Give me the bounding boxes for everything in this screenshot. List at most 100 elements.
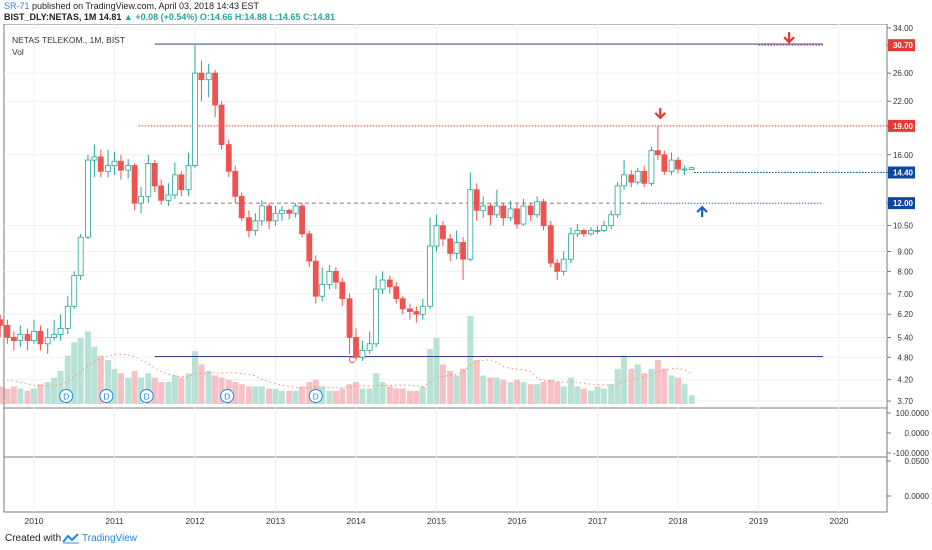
candle-body [634,170,641,183]
volume-bar [560,386,567,404]
down-arrow-icon [783,32,795,44]
volume-bar [547,379,554,404]
candle-body [413,311,420,315]
volume-bar [117,373,124,404]
x-tick-label: 2013 [266,516,285,526]
candle-body [568,233,574,260]
volume-bar [399,388,406,404]
candle-body [641,170,648,184]
candle-body [520,205,527,225]
volume-bar [527,384,534,404]
volume-bar [487,377,494,404]
volume-bar [306,382,313,404]
price-chart[interactable]: 2010 2011 2012 2013 2014 2015 2016 2017 2018 2019… [0,24,932,528]
volume-bar [24,390,31,404]
tradingview-brand-link[interactable]: TradingView [82,533,138,544]
volume-bar [594,386,601,404]
indicator-tick-label: 0.0500 [905,457,930,466]
up-arrow-icon [696,205,708,218]
candle-body [366,343,373,351]
candle-body [447,238,454,254]
volume-bar [91,346,98,404]
chart-axes: 2010 2011 2012 2013 2014 2015 2016 2017 2018 2019… [25,24,930,526]
candle-body [393,286,400,300]
volume-bar [286,390,293,404]
candle-body [252,220,259,231]
volume-bar [628,368,635,404]
created-with-text: Created with [5,533,62,544]
candle-body [165,194,172,201]
candle-body [339,281,346,300]
volume-bar [44,382,51,404]
candle-body [460,242,466,260]
candle-body [225,144,232,172]
candle-body [359,349,366,358]
volume-bar [71,342,78,404]
volume-bar [77,338,84,404]
candle-body [218,104,225,145]
chart-legend-title: NETAS TELEKOM., 1M, BIST [12,35,125,45]
volume-bar [467,316,474,404]
candle-body [399,298,406,310]
volume-bar [346,384,353,404]
dividend-marker [220,389,235,403]
candle-body [668,159,675,172]
candle-body [85,159,91,238]
dividend-marker [99,389,114,403]
volume-bar [373,373,380,404]
candle-body [500,205,507,219]
published-text: published on TradingView.com, April 03, … [32,1,260,11]
volume-bar [198,364,205,404]
price-badge-label: 30.70 [893,41,914,50]
volume-bar [661,368,668,404]
volume-bar [145,373,152,404]
price-tick-label: 16.00 [893,151,914,160]
x-tick-label: 2014 [347,516,366,526]
author-link[interactable]: SR-71 [4,1,30,11]
candle-body [171,174,178,196]
candle-body [205,72,212,81]
volume-bar [212,375,219,404]
volume-bar [245,386,252,404]
volume-bar [17,388,24,404]
dividend-marker-label: D [63,392,69,402]
volume-bar [460,368,467,404]
volume-bars [0,316,695,404]
volume-bar [621,355,628,404]
x-tick-label: 2019 [749,516,768,526]
candle-body [493,205,500,216]
candle-body [258,205,265,222]
price-badge [888,119,915,132]
volume-bar [84,331,91,404]
candle-body [286,209,293,214]
volume-bar [37,384,44,404]
publish-info: SR-71 published on TradingView.com, Apri… [4,1,259,12]
price-badge [888,197,915,210]
footer: Created with TradingView [0,528,932,550]
candle-body [608,214,615,227]
price-change: ▲ +0.08 (+0.54%) [123,12,198,22]
volume-bar [534,384,541,404]
volume-bar [514,379,520,404]
volume-bar [493,377,500,404]
volume-bar [326,390,333,404]
event-marker-label: C [349,355,356,365]
candle-body [507,208,514,219]
candle-body [427,245,433,307]
price-tick-label: 3.70 [897,397,913,406]
indicator-tick-label: 0.0000 [905,429,930,438]
price-tick-label: 34.00 [893,24,914,33]
volume-bar [31,388,37,404]
dividend-marker-label: D [313,392,319,402]
volume-legend-label: Vol [12,47,24,57]
candle-body [407,308,413,312]
candle-body [614,185,621,216]
candle-body [580,230,587,235]
x-tick-label: 2017 [588,516,607,526]
candle-body [131,165,138,204]
volume-bar [413,390,420,404]
volume-bar [540,382,547,404]
candle-body [111,160,118,167]
dividend-marker-label: D [103,392,109,402]
candle-body [560,258,567,272]
